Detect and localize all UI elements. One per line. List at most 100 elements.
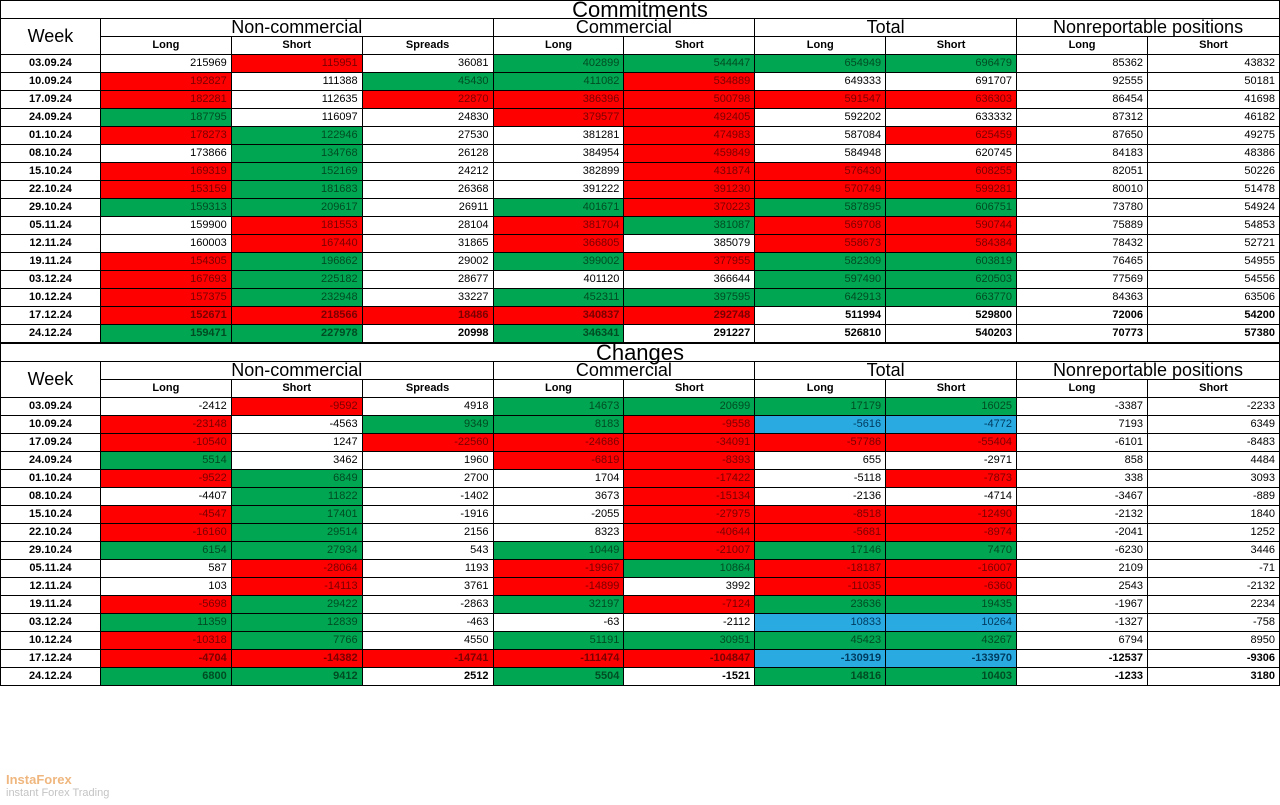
- data-cell: -6819: [493, 452, 624, 470]
- data-cell: 7766: [231, 632, 362, 650]
- data-cell: 29514: [231, 524, 362, 542]
- data-cell: 8183: [493, 416, 624, 434]
- data-cell: 534889: [624, 73, 755, 91]
- sub-header: Long: [1017, 37, 1148, 55]
- data-cell: -24686: [493, 434, 624, 452]
- data-cell: 160003: [100, 235, 231, 253]
- data-cell: 43267: [886, 632, 1017, 650]
- data-cell: -10540: [100, 434, 231, 452]
- sub-header: Short: [624, 37, 755, 55]
- data-cell: 196862: [231, 253, 362, 271]
- data-cell: -130919: [755, 650, 886, 668]
- data-cell: -4547: [100, 506, 231, 524]
- data-cell: 50226: [1148, 163, 1280, 181]
- data-cell: 112635: [231, 91, 362, 109]
- data-cell: 84363: [1017, 289, 1148, 307]
- week-cell: 19.11.24: [1, 596, 101, 614]
- sub-header: Long: [755, 380, 886, 398]
- data-cell: 103: [100, 578, 231, 596]
- week-cell: 15.10.24: [1, 163, 101, 181]
- watermark: InstaForex instant Forex Trading: [6, 772, 109, 799]
- data-cell: 27530: [362, 127, 493, 145]
- data-cell: 8323: [493, 524, 624, 542]
- data-cell: -7124: [624, 596, 755, 614]
- week-cell: 12.11.24: [1, 578, 101, 596]
- group-header: Nonreportable positions: [1017, 19, 1280, 37]
- data-cell: 649333: [755, 73, 886, 91]
- data-cell: 32197: [493, 596, 624, 614]
- week-cell: 03.12.24: [1, 614, 101, 632]
- group-header: Total: [755, 362, 1017, 380]
- data-cell: 474983: [624, 127, 755, 145]
- data-cell: -2136: [755, 488, 886, 506]
- data-cell: 2543: [1017, 578, 1148, 596]
- week-cell: 01.10.24: [1, 127, 101, 145]
- data-cell: 92555: [1017, 73, 1148, 91]
- data-cell: 181683: [231, 181, 362, 199]
- data-cell: 192827: [100, 73, 231, 91]
- data-cell: -40644: [624, 524, 755, 542]
- data-cell: -27975: [624, 506, 755, 524]
- week-cell: 03.09.24: [1, 55, 101, 73]
- data-cell: 366805: [493, 235, 624, 253]
- data-cell: -4407: [100, 488, 231, 506]
- data-cell: 80010: [1017, 181, 1148, 199]
- data-cell: 492405: [624, 109, 755, 127]
- data-cell: 169319: [100, 163, 231, 181]
- data-cell: 26368: [362, 181, 493, 199]
- data-cell: 57380: [1148, 325, 1280, 343]
- data-cell: 2156: [362, 524, 493, 542]
- week-cell: 24.09.24: [1, 109, 101, 127]
- data-cell: -8393: [624, 452, 755, 470]
- week-cell: 24.09.24: [1, 452, 101, 470]
- week-cell: 03.09.24: [1, 398, 101, 416]
- data-cell: 31865: [362, 235, 493, 253]
- data-cell: -1402: [362, 488, 493, 506]
- data-cell: 384954: [493, 145, 624, 163]
- week-cell: 29.10.24: [1, 199, 101, 217]
- data-cell: 16025: [886, 398, 1017, 416]
- data-cell: 6849: [231, 470, 362, 488]
- data-cell: 381087: [624, 217, 755, 235]
- data-cell: -2412: [100, 398, 231, 416]
- data-cell: 3446: [1147, 542, 1279, 560]
- changes-table: Changes Week Non-commercial Commercial T…: [0, 343, 1280, 686]
- data-cell: 159313: [100, 199, 231, 217]
- data-cell: -18187: [755, 560, 886, 578]
- data-cell: 20699: [624, 398, 755, 416]
- data-cell: 9349: [362, 416, 493, 434]
- data-cell: 45430: [362, 73, 493, 91]
- week-cell: 17.09.24: [1, 91, 101, 109]
- data-cell: -5681: [755, 524, 886, 542]
- data-cell: -34091: [624, 434, 755, 452]
- data-cell: 43832: [1148, 55, 1280, 73]
- data-cell: 225182: [231, 271, 362, 289]
- data-cell: 11359: [100, 614, 231, 632]
- data-cell: 84183: [1017, 145, 1148, 163]
- data-cell: 386396: [493, 91, 624, 109]
- data-cell: 655: [755, 452, 886, 470]
- data-cell: 11822: [231, 488, 362, 506]
- data-cell: 19435: [886, 596, 1017, 614]
- data-cell: 72006: [1017, 307, 1148, 325]
- data-cell: 636303: [886, 91, 1017, 109]
- data-cell: 17179: [755, 398, 886, 416]
- data-cell: 584384: [886, 235, 1017, 253]
- data-cell: 14673: [493, 398, 624, 416]
- section-title: Changes: [1, 344, 1280, 362]
- sub-header: Long: [1017, 380, 1148, 398]
- data-cell: 111388: [231, 73, 362, 91]
- data-cell: 24212: [362, 163, 493, 181]
- data-cell: 1960: [362, 452, 493, 470]
- group-header: Nonreportable positions: [1017, 362, 1280, 380]
- data-cell: 2512: [362, 668, 493, 686]
- data-cell: 45423: [755, 632, 886, 650]
- data-cell: 27934: [231, 542, 362, 560]
- data-cell: 10449: [493, 542, 624, 560]
- week-cell: 10.09.24: [1, 73, 101, 91]
- data-cell: 2109: [1017, 560, 1148, 578]
- data-cell: -9306: [1147, 650, 1279, 668]
- data-cell: -5698: [100, 596, 231, 614]
- data-cell: 654949: [755, 55, 886, 73]
- data-cell: 78432: [1017, 235, 1148, 253]
